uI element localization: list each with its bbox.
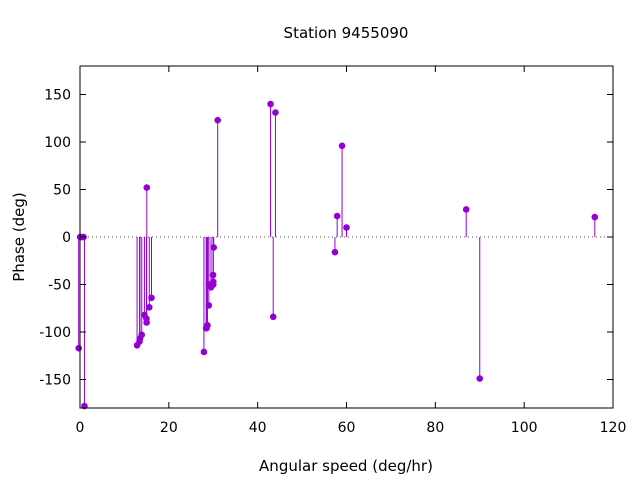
- data-point-29: [269, 313, 277, 321]
- x-tick-label-80: 80: [426, 420, 444, 436]
- data-point-30: [272, 109, 279, 116]
- y-tick-label--100: -100: [39, 325, 71, 341]
- data-point-34: [343, 224, 350, 231]
- data-point-32: [333, 212, 341, 220]
- plot-layer: [75, 100, 613, 410]
- data-point-25: [209, 281, 217, 288]
- data-point-23: [209, 271, 217, 279]
- data-point-13: [143, 184, 151, 191]
- data-point-33: [338, 142, 346, 150]
- data-point-37: [591, 213, 599, 221]
- data-point-14: [145, 304, 153, 311]
- y-tick-label-150: 150: [44, 88, 71, 104]
- data-point-28: [267, 100, 274, 108]
- data-point-26: [210, 244, 217, 251]
- data-point-27: [214, 116, 221, 124]
- chart-title: Station 9455090: [284, 24, 409, 42]
- x-axis-title: Angular speed (deg/hr): [259, 457, 433, 475]
- data-point-35: [462, 206, 470, 213]
- y-axis-title: Phase (deg): [10, 192, 28, 282]
- axes-layer: 0 20 40 60 80 100 120 -150 -100 -50 0 50 100 150: [39, 65, 627, 436]
- data-point-16: [200, 348, 208, 356]
- data-point-31: [331, 248, 339, 256]
- x-tick-label-100: 100: [511, 420, 538, 436]
- data-point-19: [204, 322, 211, 329]
- data-point-15: [148, 294, 155, 302]
- data-point-20: [205, 302, 213, 309]
- y-tick-label-50: 50: [53, 183, 71, 199]
- x-tick-label-0: 0: [76, 420, 85, 436]
- y-tick-label--150: -150: [39, 373, 71, 389]
- y-tick-label--50: -50: [48, 278, 71, 294]
- data-point-9: [138, 331, 146, 339]
- x-tick-label-60: 60: [338, 420, 356, 436]
- x-tick-label-120: 120: [600, 420, 627, 436]
- data-point-36: [476, 375, 484, 382]
- x-tick-label-20: 20: [160, 420, 178, 436]
- y-tick-label-0: 0: [62, 230, 71, 246]
- data-point-12: [143, 319, 150, 326]
- y-tick-label-100: 100: [44, 135, 71, 151]
- data-point-4: [75, 344, 82, 352]
- x-tick-label-40: 40: [249, 420, 267, 436]
